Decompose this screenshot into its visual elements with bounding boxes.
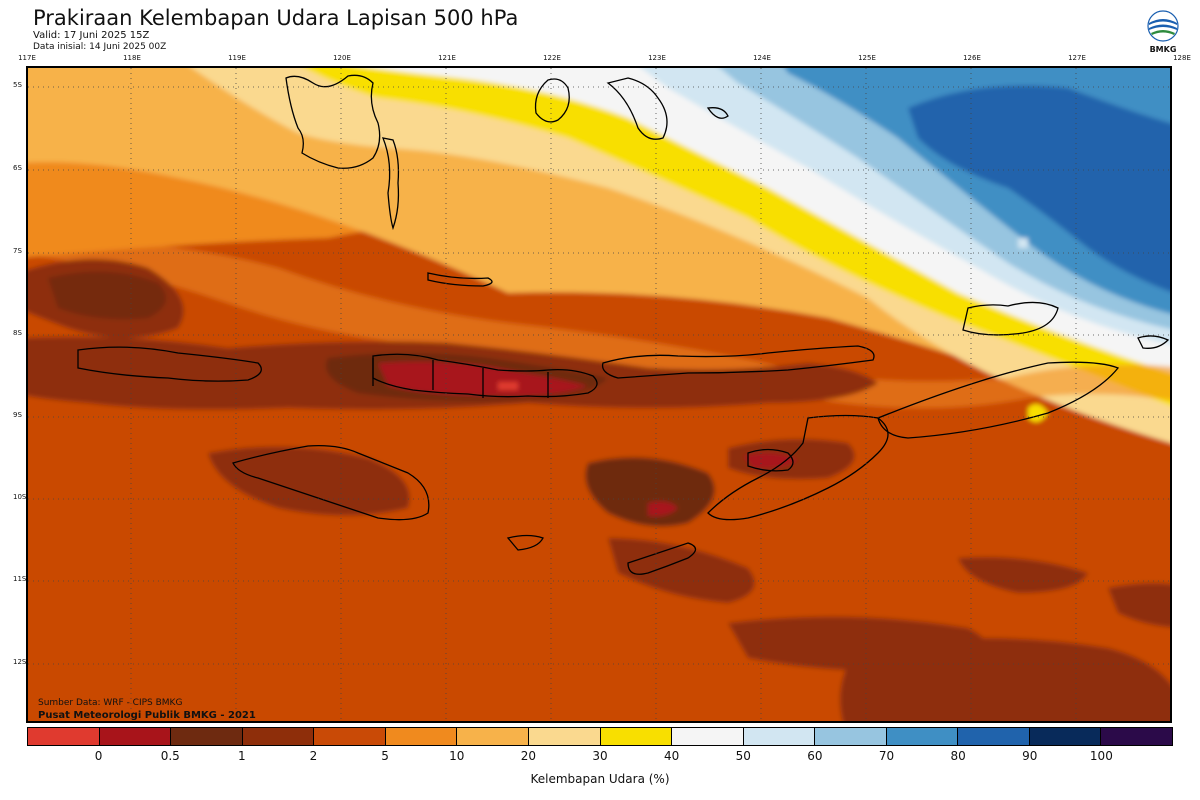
colorbar-swatch [457, 728, 529, 745]
logo-label: BMKG [1150, 45, 1177, 54]
colorbar-label: 100 [1089, 749, 1113, 763]
colorbar-title: Kelembapan Udara (%) [530, 772, 670, 786]
bmkg-logo-icon: BMKG [1145, 10, 1181, 56]
x-tick-label: 118E [123, 54, 141, 62]
colorbar-swatch [815, 728, 887, 745]
x-tick-label: 127E [1068, 54, 1086, 62]
colorbar-swatch [1029, 728, 1102, 745]
colorbar-label: 0 [94, 749, 103, 763]
colorbar-swatch [385, 728, 458, 745]
colorbar-swatch [600, 728, 673, 745]
y-tick-label: 5S [13, 81, 22, 89]
init-time: Data inisial: 14 Juni 2025 00Z [33, 42, 167, 52]
y-tick-label: 6S [13, 164, 22, 172]
colorbar-label: 5 [381, 749, 389, 763]
colorbar-label: 40 [663, 749, 680, 763]
colorbar-label: 80 [950, 749, 966, 763]
colorbar-swatch [743, 728, 816, 745]
x-tick-label: 128E [1173, 54, 1191, 62]
colorbar-swatch [958, 728, 1030, 745]
humidity-field [28, 68, 1170, 721]
x-tick-label: 125E [858, 54, 876, 62]
colorbar-swatch [99, 728, 172, 745]
x-tick-label: 122E [543, 54, 561, 62]
y-tick-label: 9S [13, 411, 22, 419]
x-tick-label: 120E [333, 54, 351, 62]
colorbar-swatch [886, 728, 959, 745]
colorbar-swatch [171, 728, 243, 745]
publisher: Pusat Meteorologi Publik BMKG - 2021 [38, 710, 256, 721]
x-tick-label: 124E [753, 54, 771, 62]
graticule [28, 68, 1170, 721]
x-tick-label: 123E [648, 54, 666, 62]
y-tick-label: 8S [13, 329, 22, 337]
colorbar-label: 60 [807, 749, 823, 763]
humidity-map [26, 66, 1172, 723]
colorbar-swatch [1101, 728, 1172, 745]
map-title: Prakiraan Kelembapan Udara Lapisan 500 h… [33, 6, 519, 30]
x-tick-label: 126E [963, 54, 981, 62]
valid-time: Valid: 17 Juni 2025 15Z [33, 30, 150, 41]
y-tick-label: 7S [13, 247, 22, 255]
colorbar-swatch [314, 728, 386, 745]
colorbar-swatch [528, 728, 601, 745]
coastlines [77, 74, 1170, 575]
x-tick-label: 119E [228, 54, 246, 62]
colorbar [27, 727, 1173, 746]
y-tick-label: 11S [13, 575, 27, 583]
colorbar-label: 30 [592, 749, 608, 763]
y-tick-label: 10S [13, 493, 27, 501]
colorbar-label: 1 [238, 749, 246, 763]
colorbar-swatch [242, 728, 315, 745]
colorbar-label: 50 [735, 749, 751, 763]
x-tick-label: 121E [438, 54, 456, 62]
colorbar-swatch [28, 728, 100, 745]
colorbar-swatch [672, 728, 744, 745]
colorbar-label: 0.5 [160, 749, 180, 763]
x-tick-label: 117E [18, 54, 36, 62]
data-source: Sumber Data: WRF - CIPS BMKG [38, 698, 183, 708]
colorbar-label: 2 [309, 749, 318, 763]
y-tick-label: 12S [13, 658, 27, 666]
colorbar-label: 70 [878, 749, 895, 763]
colorbar-label: 90 [1022, 749, 1038, 763]
colorbar-label: 10 [449, 749, 465, 763]
colorbar-label: 20 [520, 749, 537, 763]
